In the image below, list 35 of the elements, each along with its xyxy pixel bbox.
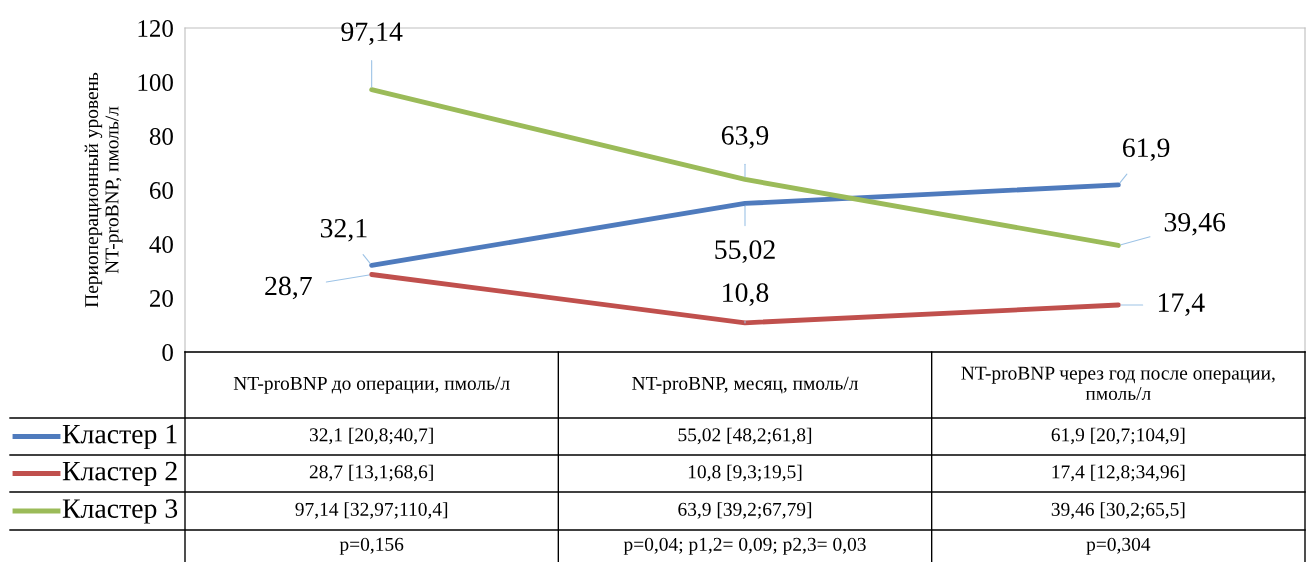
text: 17,4 [12,8;34,96] [1052, 464, 1185, 482]
x-tick-label: NT-proBNP, месяц, пмоль/л [632, 376, 858, 394]
y-tick-label: 0 [162, 344, 173, 361]
legend-label: Кластер 3 [62, 499, 178, 524]
y-tick-label: 40 [149, 236, 173, 253]
data-label: 32,1 [320, 218, 367, 242]
text: p=0,304 [1086, 537, 1151, 555]
y-tick-label: 120 [138, 20, 173, 37]
x-tick-label: NT-proBNP до операции, пмоль/л [233, 376, 510, 394]
legend-label: Кластер 1 [62, 424, 177, 450]
text: 10,8 [9,3;19,5] [688, 464, 802, 482]
legend-label: Кластер 2 [62, 461, 177, 487]
text: p=0,156 [339, 537, 404, 555]
data-label: 61,9 [1123, 138, 1170, 162]
text: 55,02 [48,2;61,8] [678, 427, 812, 445]
data-label: 97,14 [341, 22, 403, 46]
y-tick-label: 60 [149, 182, 173, 199]
x-tick-label: NT-proBNP через год после операции, пмоль/л [961, 366, 1275, 401]
text: p=0,04; p1,2= 0,09; p2,3= 0,03 [623, 537, 866, 555]
y-tick-label: 100 [138, 74, 173, 91]
text: 63,9 [39,2;67,79] [678, 502, 812, 519]
data-label: 28,7 [265, 276, 312, 300]
data-label: 17,4 [1158, 293, 1205, 316]
text: 28,7 [13,1;68,6] [309, 464, 433, 482]
data-label: 55,02 [715, 240, 775, 264]
y-axis-title: Периоперационный уровень NT-proBNP, пмоль/л [84, 72, 123, 308]
data-label: 39,46 [1164, 212, 1226, 236]
y-tick-label: 20 [149, 290, 173, 307]
y-tick-label: 80 [149, 128, 173, 145]
data-label: 63,9 [721, 126, 769, 149]
data-label: 10,8 [723, 283, 769, 307]
text: 32,1 [20,8;40,7] [309, 427, 433, 445]
text: 39,46 [30,2;65,5] [1051, 502, 1185, 519]
text: 61,9 [20,7;104,9] [1051, 427, 1185, 445]
text: 97,14 [32,97;110,4] [295, 502, 448, 519]
